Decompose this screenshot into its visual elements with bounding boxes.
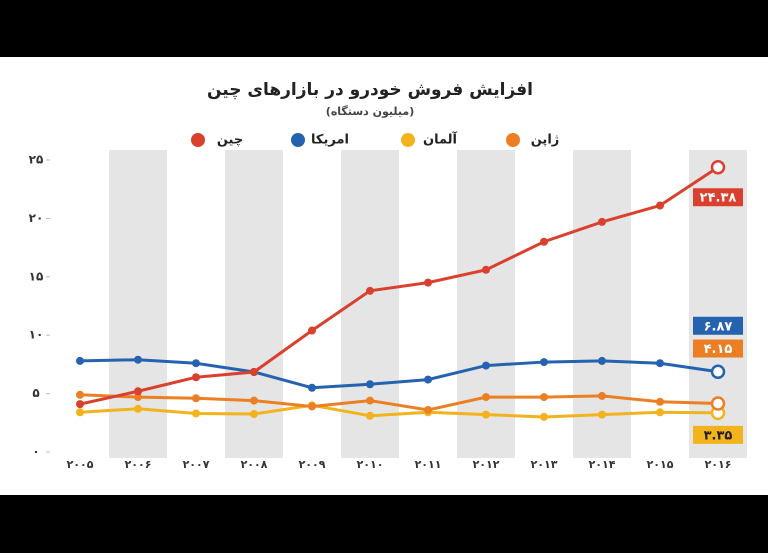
y-tick-label: ۲۵: [29, 153, 44, 167]
data-point: [598, 391, 606, 400]
data-point: [598, 217, 606, 226]
x-tick-label: ۲۰۰۹: [299, 458, 326, 471]
data-point: [366, 380, 374, 389]
data-point: [656, 408, 664, 417]
x-tick-label: ۲۰۰۶: [125, 458, 152, 471]
y-tick-label: ۱۰: [29, 328, 44, 342]
column-band: [225, 150, 283, 458]
data-point: [540, 393, 548, 402]
data-point: [192, 394, 200, 403]
x-tick-label: ۲۰۰۵: [67, 458, 94, 471]
series-line: [79, 165, 719, 406]
data-point: [656, 359, 664, 368]
data-point: [656, 201, 664, 210]
column-band: [573, 150, 631, 458]
data-point: [134, 393, 142, 402]
column-band: [457, 150, 515, 458]
x-tick-label: ۲۰۰۸: [241, 458, 268, 471]
y-tick-label: ۵: [32, 386, 39, 400]
data-point: [250, 367, 258, 376]
data-point: [76, 390, 84, 399]
value-label-box: [693, 188, 743, 207]
data-point: [482, 265, 490, 274]
legend-label: آلمان: [423, 131, 458, 148]
legend-label: امریکا: [311, 133, 349, 148]
value-label: ۴.۱۵: [704, 342, 733, 357]
value-label: ۳.۳۵: [704, 428, 733, 443]
value-label: ۶.۸۷: [704, 319, 733, 334]
data-point: [134, 387, 142, 396]
data-point: [710, 364, 726, 380]
chart-title: افزایش فروش خودرو در بازارهای چین: [207, 80, 533, 100]
data-point: [366, 411, 374, 420]
x-tick-label: ۲۰۱۴: [589, 458, 616, 471]
data-point: [540, 412, 548, 421]
x-tick-label: ۲۰۱۳: [531, 458, 558, 471]
data-point: [134, 404, 142, 413]
x-tick-label: ۲۰۱۲: [473, 458, 500, 471]
y-tick-label: ۱۵: [29, 269, 44, 283]
data-point: [192, 409, 200, 418]
data-point: [192, 373, 200, 382]
x-tick-label: ۲۰۱۱: [415, 458, 442, 471]
value-label: ۲۴.۳۸: [700, 191, 737, 206]
data-point: [656, 397, 664, 406]
value-label-box: [693, 425, 743, 444]
series-line: [79, 393, 719, 412]
data-point: [192, 359, 200, 368]
y-tick-label: ۰: [32, 445, 39, 459]
data-point: [540, 237, 548, 246]
data-point: [76, 400, 84, 409]
x-tick-label: ۲۰۱۰: [357, 458, 384, 471]
data-point: [482, 393, 490, 402]
chart-subtitle: (میلیون دستگاه): [326, 105, 414, 118]
data-point: [598, 356, 606, 365]
legend-marker: [401, 133, 415, 147]
x-tick-label: ۲۰۰۷: [183, 458, 210, 471]
data-point: [308, 402, 316, 411]
data-point: [308, 383, 316, 392]
series-line: [79, 403, 719, 419]
x-tick-label: ۲۰۱۶: [705, 458, 732, 471]
legend-marker: [506, 133, 520, 147]
data-point: [424, 278, 432, 287]
data-point: [308, 326, 316, 335]
data-point: [540, 358, 548, 367]
legend-label: ژاپن: [531, 133, 560, 148]
value-label-box: [693, 339, 743, 358]
y-tick-label: ۲۰: [29, 211, 44, 225]
data-point: [366, 286, 374, 295]
data-point: [482, 361, 490, 370]
data-point: [424, 375, 432, 384]
data-point: [76, 356, 84, 365]
data-point: [710, 396, 726, 411]
legend-marker: [191, 133, 205, 147]
value-label-box: [693, 316, 743, 335]
data-point: [250, 396, 258, 405]
data-point: [482, 410, 490, 419]
legend-label: چین: [217, 133, 243, 148]
legend-marker: [291, 133, 305, 147]
data-point: [366, 396, 374, 405]
data-point: [134, 355, 142, 364]
data-point: [598, 410, 606, 419]
series-line: [79, 358, 719, 390]
x-tick-label: ۲۰۱۵: [647, 458, 674, 471]
data-point: [250, 410, 258, 419]
data-point: [76, 408, 84, 417]
data-point: [710, 159, 726, 175]
data-point: [424, 405, 432, 414]
